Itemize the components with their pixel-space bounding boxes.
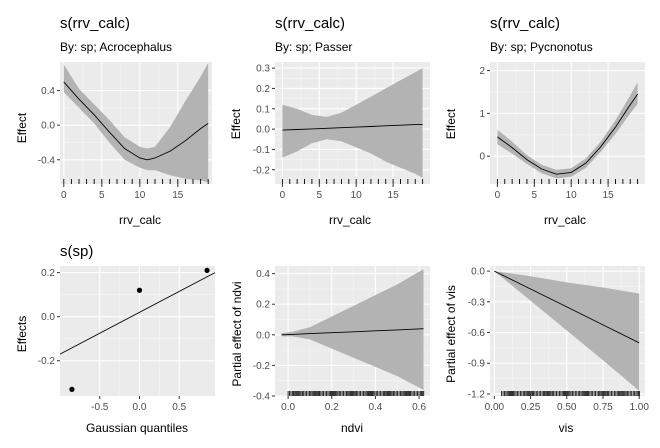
x-tick-label: 15 (388, 190, 400, 201)
x-tick-label: 10 (566, 190, 578, 201)
x-tick-label: 0 (280, 190, 286, 201)
data-point (204, 267, 210, 274)
y-axis-label: Effect (15, 112, 29, 143)
panel-subtitle: By: sp; Pycnonotus (490, 40, 593, 54)
fitted-line (282, 123, 423, 131)
x-tick-label: 0 (61, 190, 67, 201)
panel-subtitle: By: sp; Passer (275, 40, 352, 54)
y-axis-label: Partial effect of ndvi (230, 281, 244, 386)
panel-title: s(rrv_calc) (490, 15, 560, 32)
panel-vis: vis Partial effect of vis 0.00 0.25 0.50 0.… (444, 266, 649, 435)
confidence-band (282, 68, 423, 178)
panel-title: s(rrv_calc) (275, 15, 345, 32)
y-tick-label: -0.1 (253, 145, 271, 156)
x-tick-label: -0.5 (91, 402, 109, 413)
y-tick-label: -0.4 (253, 392, 271, 403)
x-tick-label: 5 (99, 190, 105, 201)
x-tick-label: 5 (317, 190, 323, 201)
y-axis-label: Effect (229, 108, 243, 139)
data-point (136, 287, 143, 293)
x-tick-label: 5 (532, 190, 538, 201)
panel-acrocephalus: s(rrv_calc) By: sp; Acrocephalus rrv_cal… (15, 15, 212, 227)
x-tick-label: 0 (495, 190, 501, 201)
x-tick-label: 0.25 (521, 402, 541, 413)
y-tick-label: 0.0 (256, 330, 270, 341)
x-axis-label: rrv_calc (119, 213, 161, 227)
y-tick-label: -0.9 (468, 359, 486, 370)
y-axis-label: Effects (15, 316, 29, 352)
x-axis-label: rrv_calc (329, 213, 371, 227)
y-tick-label: -0.2 (253, 361, 271, 372)
panel-title: s(rrv_calc) (60, 15, 130, 32)
x-tick-label: 0.4 (368, 402, 382, 413)
y-tick-label: 0.0 (41, 312, 55, 323)
data-point (69, 386, 75, 392)
x-tick-label: 10 (134, 190, 146, 201)
x-tick-label: 0.50 (557, 402, 577, 413)
x-axis-label: Gaussian quantiles (86, 421, 188, 435)
confidence-band (281, 269, 424, 390)
panel-passer: s(rrv_calc) By: sp; Passer rrv_calc Effe… (229, 15, 430, 227)
y-tick-label: 0.0 (471, 267, 485, 278)
y-tick-label: 0.2 (256, 84, 270, 95)
panel-title: s(sp) (60, 243, 93, 260)
x-tick-label: 15 (603, 190, 615, 201)
panel-background (60, 266, 215, 396)
y-tick-label: -0.3 (468, 297, 486, 308)
x-axis-label: rrv_calc (544, 213, 586, 227)
x-tick-label: 0.75 (593, 402, 613, 413)
reference-line (59, 272, 216, 355)
y-tick-label: 0.4 (256, 269, 270, 280)
y-tick-label: -0.4 (38, 155, 56, 166)
confidence-band (497, 82, 638, 179)
y-tick-label: 0.0 (41, 121, 55, 132)
y-tick-label: -0.2 (253, 165, 271, 176)
x-tick-label: 15 (172, 190, 184, 201)
panel-s-sp: s(sp) Gaussian quantiles Effects -0.5 0.0… (15, 243, 216, 435)
x-tick-label: 1.00 (629, 402, 649, 413)
x-tick-label: 0.5 (172, 402, 186, 413)
y-tick-label: 0.2 (41, 268, 55, 279)
y-tick-label: 0.3 (256, 64, 270, 75)
x-axis-label: ndvi (341, 421, 363, 435)
x-tick-label: 0.6 (412, 402, 426, 413)
confidence-band (494, 271, 640, 391)
y-axis-label: Partial effect of vis (444, 285, 458, 383)
y-tick-label: -0.6 (468, 328, 486, 339)
y-tick-label: 0.1 (256, 104, 270, 115)
y-tick-label: 2 (479, 66, 485, 77)
y-tick-label: 1 (479, 109, 485, 120)
confidence-band (63, 62, 209, 183)
fitted-line (497, 93, 638, 175)
y-tick-label: -0.2 (38, 356, 56, 367)
y-tick-label: -1.2 (468, 389, 486, 400)
y-tick-label: 0.0 (256, 125, 270, 136)
y-tick-label: 0.2 (256, 300, 270, 311)
y-tick-label: 0.4 (41, 86, 55, 97)
x-tick-label: 0.0 (281, 402, 295, 413)
panel-pycnonotus: s(rrv_calc) By: sp; Pycnonotus rrv_calc … (444, 15, 645, 227)
fitted-line (281, 328, 424, 336)
y-tick-label: 0 (479, 152, 485, 163)
fitted-line (63, 81, 209, 161)
x-tick-label: 0.00 (485, 402, 505, 413)
x-tick-label: 0.0 (133, 402, 147, 413)
y-axis-label: Effect (444, 108, 458, 139)
panel-subtitle: By: sp; Acrocephalus (60, 40, 172, 54)
panel-ndvi: ndvi Partial effect of ndvi 0.0 0.2 0.4 0.6… (230, 266, 430, 435)
x-tick-label: 0.2 (325, 402, 339, 413)
fitted-line (494, 270, 640, 344)
x-axis-label: vis (559, 421, 574, 435)
x-tick-label: 10 (351, 190, 363, 201)
